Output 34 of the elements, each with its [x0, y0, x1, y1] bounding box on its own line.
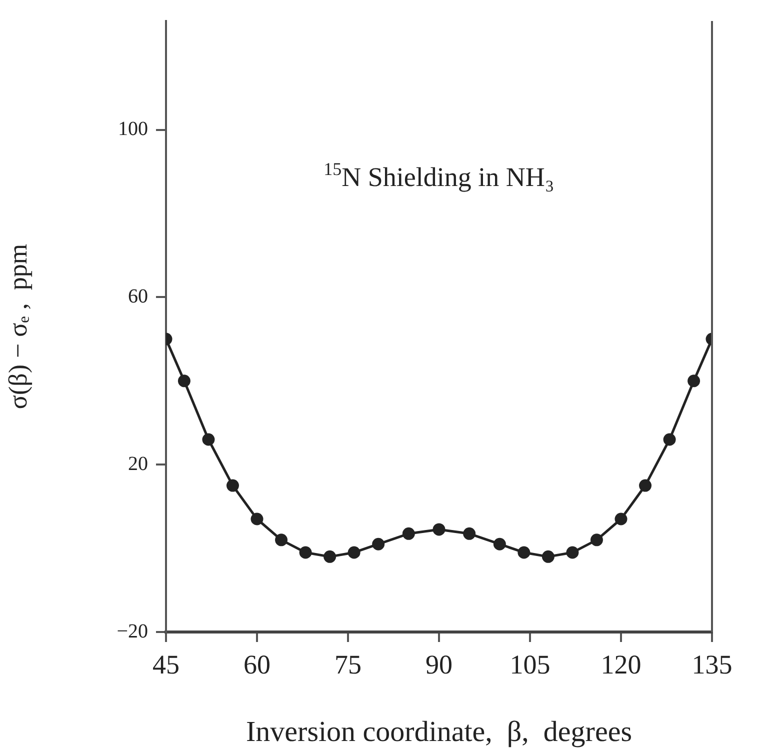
x-tick-label: 90: [426, 649, 452, 680]
point: [299, 546, 312, 559]
y-tick-label: 20: [128, 452, 148, 475]
point: [639, 479, 652, 492]
point: [566, 546, 579, 559]
point: [663, 433, 676, 446]
point: [402, 527, 415, 540]
point: [493, 538, 506, 550]
point: [348, 546, 360, 559]
point: [202, 433, 215, 446]
point: [518, 546, 530, 559]
point: [324, 550, 336, 563]
x-tick-label: 75: [334, 649, 362, 680]
point: [178, 374, 190, 388]
x-tick-label: 45: [152, 649, 180, 680]
x-tick-label: 120: [600, 649, 642, 680]
y-tick-label: −20: [116, 620, 148, 642]
y-tick-label: 100: [118, 118, 148, 140]
y-tick-label: 60: [128, 285, 148, 308]
y-axis-title: σ(β) − σₑ , ppm: [3, 244, 32, 410]
point: [275, 534, 288, 546]
x-tick-label: 135: [692, 649, 732, 680]
point: [250, 512, 264, 526]
point: [590, 534, 603, 546]
x-tick-label: 60: [244, 649, 270, 680]
point: [432, 523, 446, 536]
point: [614, 512, 628, 526]
point: [226, 479, 239, 492]
point: [688, 374, 700, 388]
point: [372, 538, 385, 550]
x-axis-title: Inversion coordinate, β, degrees: [246, 716, 632, 748]
point: [542, 550, 554, 563]
x-tick-label: 105: [510, 649, 550, 680]
point: [463, 527, 476, 540]
